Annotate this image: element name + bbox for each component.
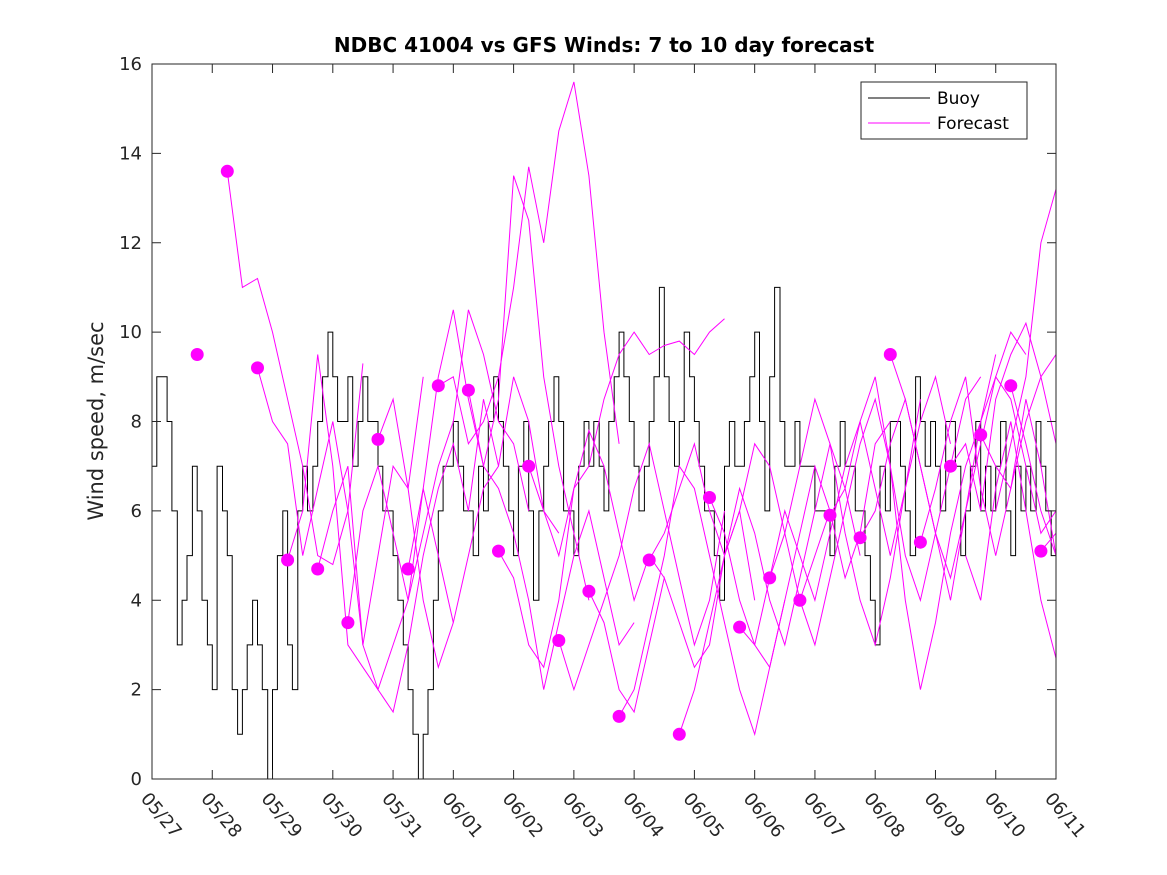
series-line-forecast-21 xyxy=(829,354,997,690)
forecast-marker xyxy=(190,348,204,361)
series-line-forecast-30 xyxy=(965,421,1057,659)
series-line-forecast-12 xyxy=(558,441,725,692)
series-line-forecast-1 xyxy=(226,171,364,566)
forecast-marker xyxy=(672,727,686,741)
series-line-forecast-22 xyxy=(859,330,1027,580)
forecast-marker xyxy=(341,616,355,630)
y-tick-label: 8 xyxy=(131,412,142,433)
forecast-marker xyxy=(461,383,475,397)
forecast-marker xyxy=(371,432,385,446)
y-tick-label: 4 xyxy=(131,590,142,611)
y-tick-label: 16 xyxy=(119,54,142,75)
series-line-forecast-14 xyxy=(618,464,786,737)
y-tick-label: 12 xyxy=(119,233,142,254)
forecast-markers xyxy=(190,164,1048,741)
series-line-forecast-25 xyxy=(950,321,1057,512)
series-line-forecast-7 xyxy=(407,175,590,601)
forecast-marker xyxy=(1004,379,1018,393)
forecast-marker xyxy=(552,634,566,647)
forecast-marker xyxy=(944,459,957,473)
series-line-forecast-29 xyxy=(995,188,1057,512)
forecast-marker xyxy=(522,459,536,473)
y-tick-label: 14 xyxy=(119,143,142,164)
plot-background xyxy=(152,64,1056,779)
forecast-marker xyxy=(703,491,716,504)
forecast-marker xyxy=(853,531,867,545)
forecast-marker xyxy=(612,709,626,723)
forecast-marker xyxy=(642,553,656,567)
y-tick-label: 10 xyxy=(119,322,142,343)
series-line-forecast-2 xyxy=(257,367,424,645)
y-tick-label: 0 xyxy=(131,769,142,790)
series-line-forecast-24 xyxy=(919,376,1057,556)
forecast-marker xyxy=(763,571,777,585)
series-line-forecast-9 xyxy=(467,390,635,690)
forecast-marker xyxy=(492,544,505,558)
forecast-marker xyxy=(883,348,897,361)
series-line-forecast-8 xyxy=(438,81,620,446)
forecast-marker xyxy=(401,562,415,576)
series-line-buoy xyxy=(152,286,1057,780)
series-line-forecast-19 xyxy=(769,374,951,647)
forecast-marker xyxy=(974,428,988,442)
series-line-forecast-5 xyxy=(347,309,530,623)
y-axis: 0 2 4 6 8 10 12 14 16 xyxy=(119,54,1056,790)
y-tick-label: 6 xyxy=(131,501,142,522)
legend-label-forecast: Forecast xyxy=(937,114,1009,134)
series-line-forecast-4 xyxy=(317,399,499,714)
plot-area: 05/27 05/28 05/29 05/30 05/31 06/01 06/02 06/03… xyxy=(119,54,1090,842)
y-axis-label: Wind speed, m/sec xyxy=(84,321,108,520)
forecast-marker xyxy=(823,508,837,522)
forecast-marker xyxy=(220,164,234,178)
chart-title: NDBC 41004 vs GFS Winds: 7 to 10 day for… xyxy=(334,33,875,57)
forecast-marker xyxy=(582,584,596,598)
forecast-marker xyxy=(793,593,807,607)
series-line-forecast-11 xyxy=(528,318,725,558)
forecast-marker xyxy=(251,361,264,375)
series-line-forecast-10 xyxy=(498,428,665,669)
forecast-marker xyxy=(281,553,295,567)
forecast-marker xyxy=(1034,544,1048,558)
series-line-forecast-6 xyxy=(377,376,560,670)
series-line-forecast-26 xyxy=(980,354,1057,490)
forecast-marker xyxy=(311,562,325,576)
series-line-forecast-3 xyxy=(287,354,454,691)
series-line-forecast-23 xyxy=(889,354,1057,601)
forecast-marker xyxy=(733,620,747,634)
legend-label-buoy: Buoy xyxy=(937,89,980,109)
forecast-marker xyxy=(913,535,927,549)
legend-box xyxy=(860,81,1028,140)
series-line-forecast-27 xyxy=(1010,385,1057,556)
legend: Buoy Forecast xyxy=(860,81,1028,140)
y-tick-label: 2 xyxy=(131,680,142,701)
forecast-marker xyxy=(431,379,445,393)
series-layer xyxy=(152,81,1057,780)
